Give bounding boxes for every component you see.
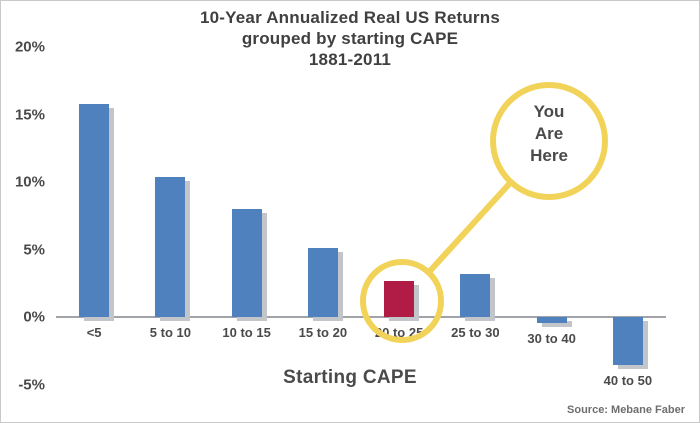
category-label: 5 to 10 — [149, 325, 191, 341]
y-tick-label: 5% — [23, 241, 45, 259]
y-tick-label: 10% — [14, 173, 45, 191]
category-label: 20 to 25 — [374, 325, 424, 341]
bar — [155, 176, 186, 318]
y-tick-label: 20% — [14, 38, 45, 56]
category-label: <5 — [86, 325, 102, 341]
source-credit: Source: Mebane Faber — [567, 404, 685, 416]
category-label: 30 to 40 — [527, 330, 576, 346]
category-label: 40 to 50 — [603, 372, 653, 388]
bar — [612, 317, 643, 365]
chart-title-line-3: 1881-2011 — [308, 50, 392, 69]
y-axis: 20% 15% 10% 5% 0% -5% — [1, 39, 49, 394]
bar-highlighted — [384, 280, 415, 318]
x-axis-title: Starting CAPE — [283, 367, 417, 388]
category-label: 25 to 30 — [451, 325, 500, 341]
y-tick-label: 0% — [23, 308, 45, 326]
bar — [79, 103, 110, 318]
category-label: 10 to 15 — [222, 325, 271, 341]
bar — [460, 274, 491, 318]
y-tick-label: 15% — [14, 106, 45, 124]
plot-area: <5 5 to 10 10 to 15 15 to 20 20 to 25 25 to 3… — [56, 47, 666, 388]
zero-axis-line — [56, 316, 666, 319]
category-label: 15 to 20 — [298, 325, 348, 341]
bar — [536, 317, 567, 323]
bar — [307, 248, 338, 318]
y-tick-label: -5% — [18, 376, 45, 394]
chart-title: 10-Year Annualized Real US Returns group… — [1, 7, 699, 70]
chart-title-line-1: 10-Year Annualized Real US Returns — [200, 8, 500, 27]
bar — [231, 209, 262, 318]
chart-title-line-2: grouped by starting CAPE — [241, 29, 459, 48]
